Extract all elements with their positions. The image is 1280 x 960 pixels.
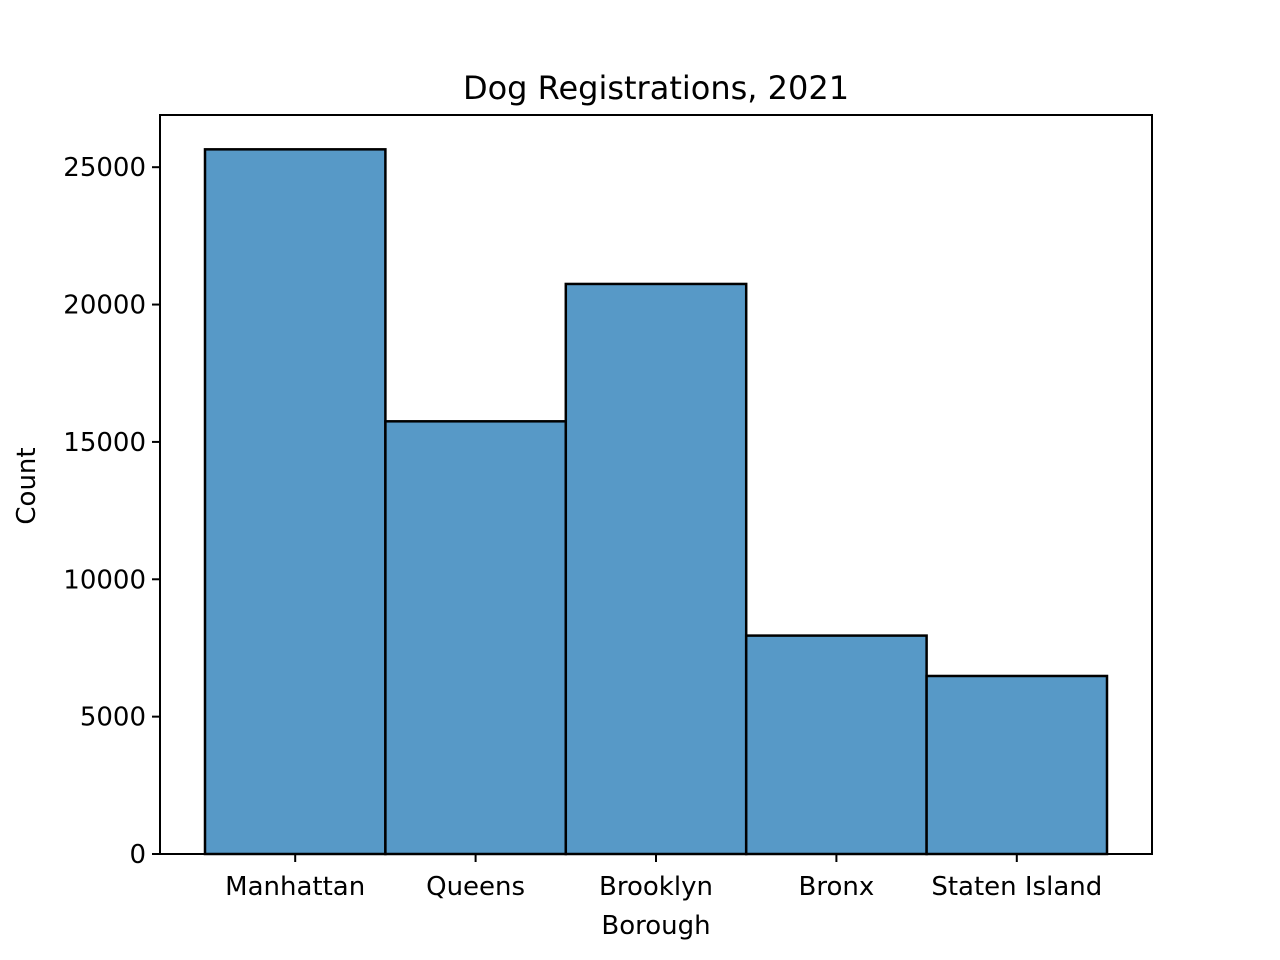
y-tick-label: 25000 (63, 153, 146, 183)
y-tick-label: 5000 (80, 703, 146, 733)
y-axis-label: Count (12, 447, 42, 524)
ticks-layer: Manhattan Queens Brooklyn Bronx Staten Islan… (63, 153, 1102, 902)
plot-frame (159, 114, 1153, 855)
bar-brooklyn (564, 282, 748, 856)
x-axis-label: Borough (601, 911, 710, 941)
bar-staten-island (925, 674, 1109, 856)
x-tick-label: Staten Island (931, 872, 1102, 902)
bars-layer (203, 148, 1109, 856)
bar-bronx (744, 634, 928, 856)
chart-title: Dog Registrations, 2021 (463, 69, 849, 107)
y-tick-label: 10000 (63, 565, 146, 595)
y-tick-label: 15000 (63, 428, 146, 458)
x-tick-label: Queens (426, 872, 525, 902)
y-tick-label: 0 (129, 840, 146, 870)
bar-queens (384, 420, 568, 856)
y-tick-label: 20000 (63, 291, 146, 321)
x-tick-label: Manhattan (225, 872, 365, 902)
x-tick-label: Bronx (799, 872, 875, 902)
bar-manhattan (203, 148, 387, 856)
x-tick-label: Brooklyn (599, 872, 713, 902)
